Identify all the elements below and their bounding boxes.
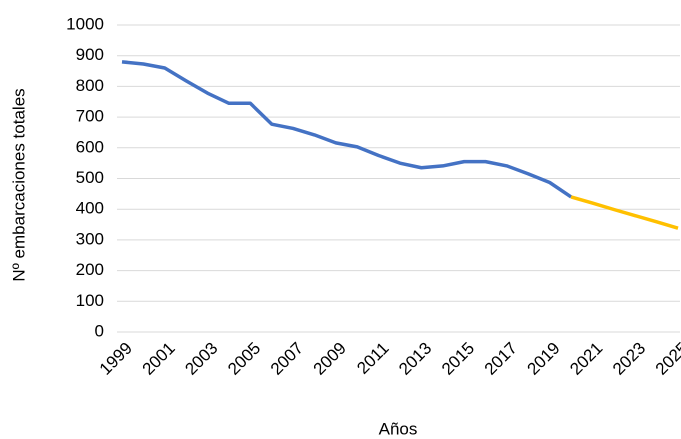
x-tick-label: 1999 [96,339,136,379]
y-tick-label: 600 [76,137,104,156]
y-tick-label: 400 [76,199,104,218]
line-series [570,195,679,230]
line-series [121,60,573,199]
x-tick-label: 2009 [310,339,350,379]
x-tick-label: 2021 [566,339,606,379]
y-tick-label: 1000 [66,14,104,33]
x-tick-label: 2019 [524,339,564,379]
x-tick-label: 2025 [652,339,681,379]
x-tick-label: 2013 [395,339,435,379]
y-axis-label: Nº embarcaciones totales [9,88,28,281]
x-tick-label: 2001 [139,339,179,379]
x-tick-label: 2005 [224,339,264,379]
x-axis-label: Años [379,419,418,438]
y-tick-label: 300 [76,229,104,248]
x-tick-label: 2003 [181,339,221,379]
x-tick-label: 2015 [438,339,478,379]
y-tick-label: 100 [76,291,104,310]
y-tick-label: 700 [76,107,104,126]
x-tick-label: 2017 [481,339,521,379]
x-tick-label: 2011 [353,339,392,378]
x-tick-label: 2007 [267,339,307,379]
y-tick-label: 800 [76,76,104,95]
y-tick-label: 900 [76,45,104,64]
y-tick-label: 500 [76,168,104,187]
y-tick-label: 200 [76,260,104,279]
y-tick-label: 0 [95,321,104,340]
x-tick-label: 2023 [609,339,649,379]
